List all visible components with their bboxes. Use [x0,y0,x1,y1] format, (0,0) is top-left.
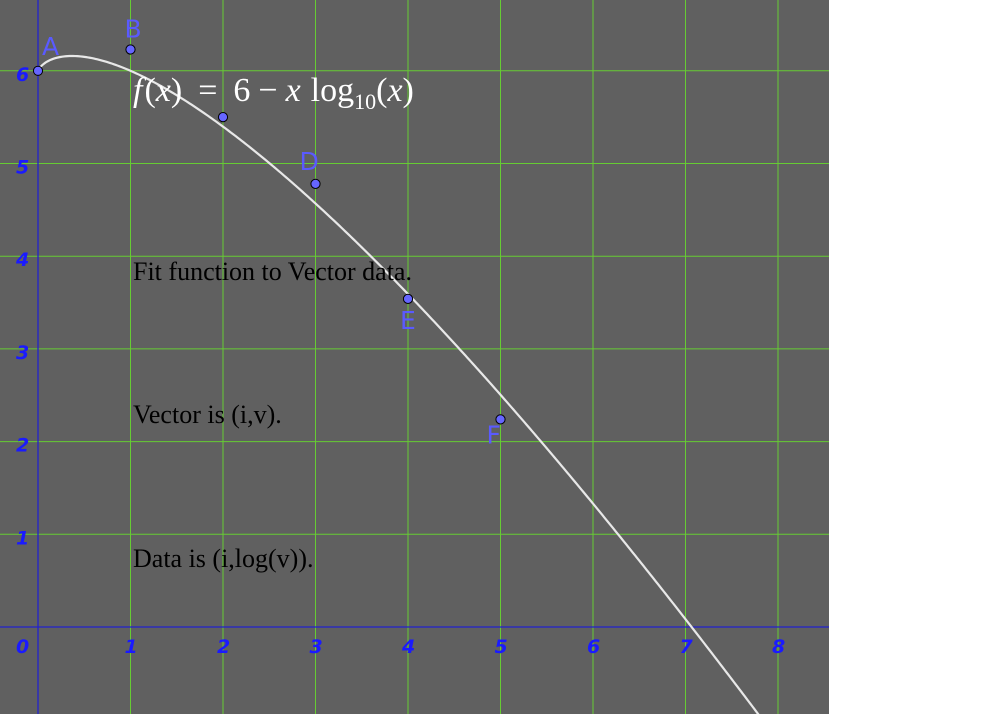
x-tick-label: 0 [16,636,29,658]
annotation-text-1[interactable]: Fit function to Vector data. [133,257,412,286]
y-tick-label: 6 [16,64,29,86]
point-c[interactable] [217,112,229,123]
point-b[interactable] [125,44,136,55]
point-e[interactable] [402,293,414,304]
point-d[interactable] [310,178,321,189]
x-tick-label: 4 [401,636,415,658]
y-tick-label: 1 [16,527,29,549]
tick-labels: 0 1 2 3 4 5 6 7 8 1 2 3 4 5 6 [15,64,785,658]
grid [0,0,829,714]
point-label: E [400,306,416,335]
point-a[interactable] [32,65,44,76]
function-curve[interactable] [37,54,761,714]
x-tick-label: 1 [125,636,138,658]
point-label: F [487,420,501,449]
point-label: D [300,147,319,176]
y-tick-label: 3 [16,342,29,364]
x-tick-label: 2 [217,636,230,658]
annotation-text-3[interactable]: Data is (i,log(v)). [133,544,314,573]
plot-background [0,0,829,714]
data-points[interactable]: A B D E F [32,14,506,449]
x-tick-label: 8 [772,636,785,658]
point-label: B [125,14,142,43]
y-tick-label: 2 [16,435,29,457]
point-label: A [42,32,59,61]
x-tick-label: 7 [680,636,694,658]
x-tick-label: 3 [310,636,323,658]
y-tick-label: 5 [16,157,29,179]
x-tick-label: 5 [495,636,508,658]
y-tick-label: 4 [15,249,29,271]
annotation-text-2[interactable]: Vector is (i,v). [133,400,282,429]
function-formula[interactable]: f(x) = 6− x log10(x) [133,72,414,114]
x-tick-label: 6 [587,636,600,658]
point-f[interactable] [495,414,506,425]
